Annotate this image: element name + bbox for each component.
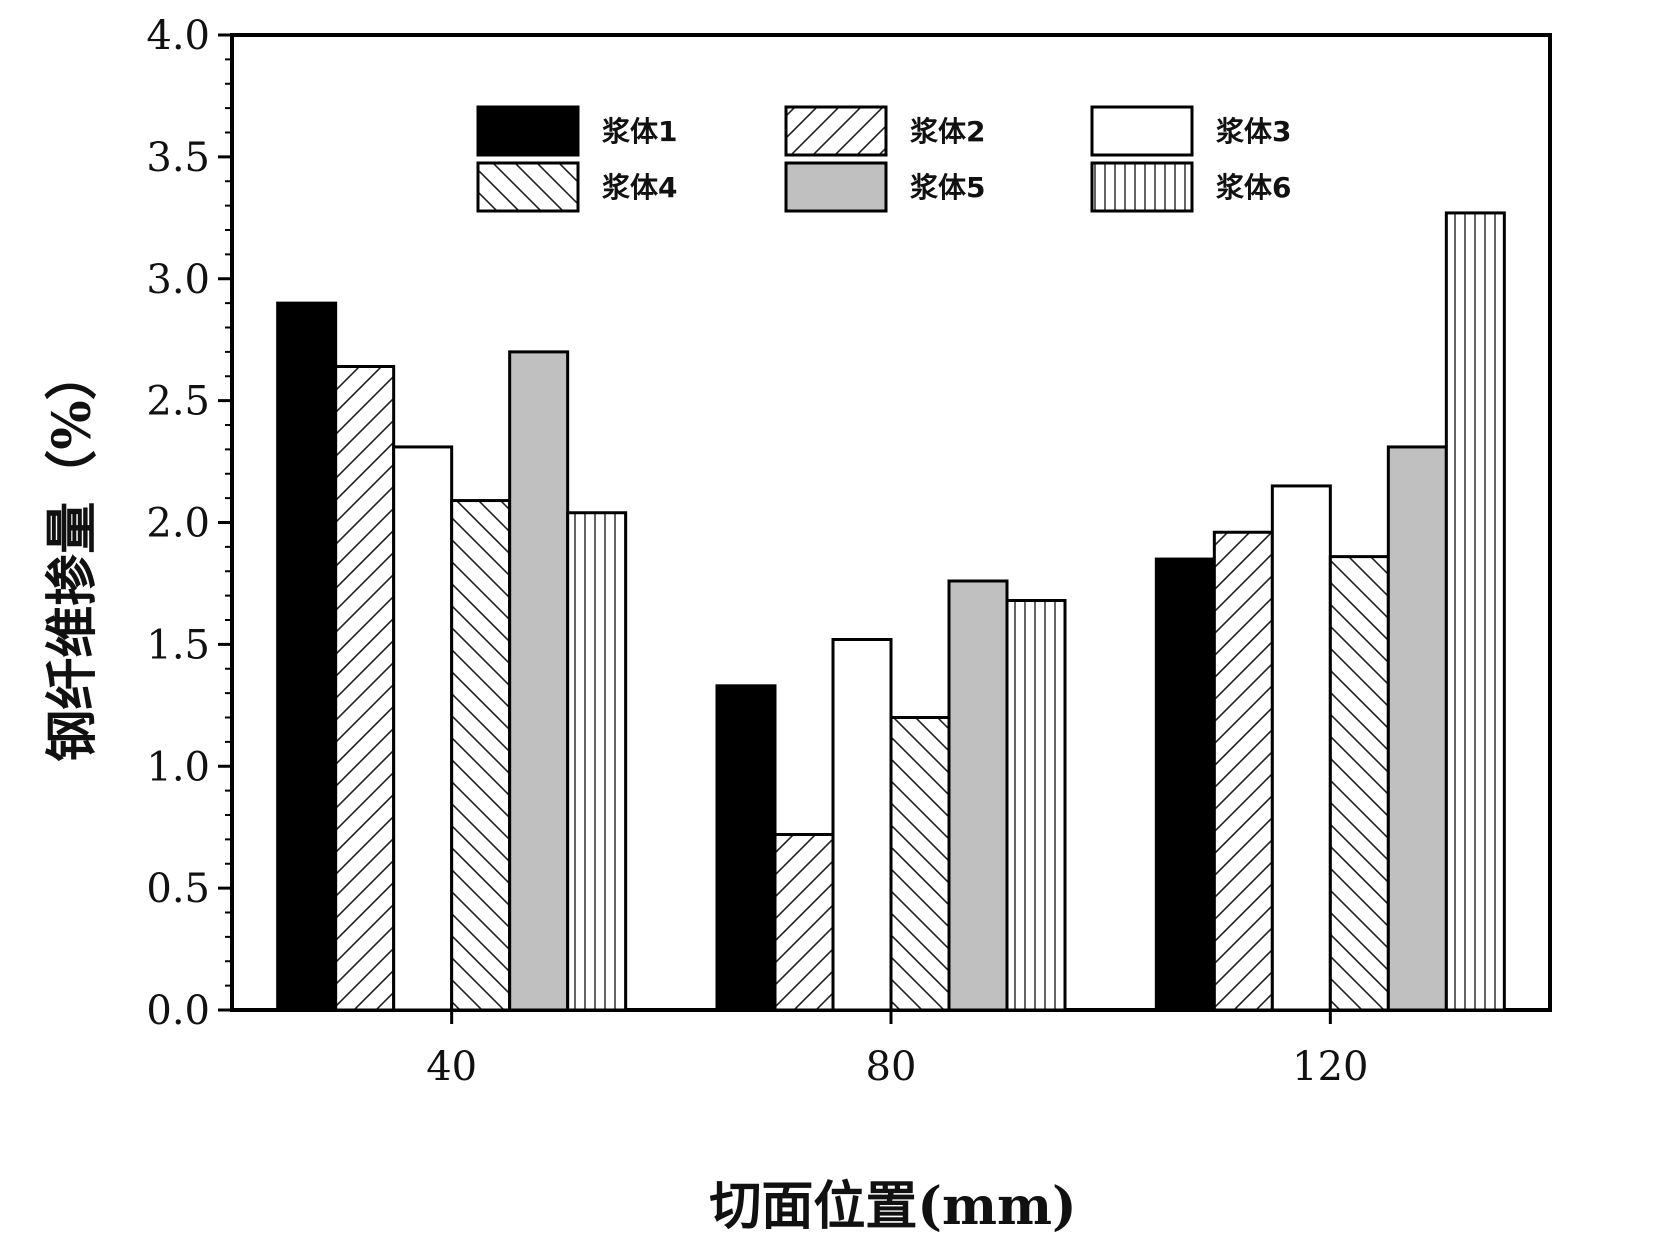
bar-6-80 (1005, 599, 1067, 1012)
bar-1-80 (715, 684, 777, 1012)
bar-4-40 (450, 499, 512, 1012)
bar-3-40 (392, 445, 454, 1012)
bar-5-80 (947, 579, 1009, 1012)
y-tick-label: 3.0 (146, 257, 210, 303)
legend-label-5: 浆体5 (910, 171, 985, 204)
y-tick-label: 0.0 (146, 988, 210, 1034)
x-tick-label: 40 (426, 1044, 477, 1090)
bar-2-120 (1212, 530, 1274, 1012)
bar-1-120 (1154, 557, 1216, 1012)
legend-swatch-2 (784, 105, 888, 157)
bars-group (276, 211, 1506, 1012)
legend-label-2: 浆体2 (910, 115, 985, 148)
bar-2-40 (334, 365, 396, 1012)
legend: 浆体1 浆体2 浆体3 浆体4 浆体5 浆体6 (476, 105, 1291, 213)
legend-swatch-3 (1090, 105, 1194, 157)
y-tick-label: 2.5 (146, 379, 210, 425)
bar-2-80 (773, 833, 835, 1012)
legend-label-1: 浆体1 (602, 115, 677, 148)
x-tick-label: 80 (866, 1044, 917, 1090)
bar-5-120 (1386, 445, 1448, 1012)
bar-1-40 (276, 301, 338, 1012)
y-tick-label: 2.0 (146, 501, 210, 547)
x-axis: 40 80 120 (426, 1010, 1369, 1090)
bar-4-80 (889, 716, 951, 1012)
legend-label-4: 浆体4 (602, 171, 677, 204)
y-tick-label: 1.5 (146, 622, 210, 668)
legend-swatch-6 (1090, 161, 1194, 213)
y-tick-label: 4.0 (146, 13, 210, 59)
legend-swatch-5 (784, 161, 888, 213)
y-axis: 0.0 0.5 1.0 1.5 2.0 2.5 3.0 3.5 4.0 (146, 13, 232, 1034)
y-tick-label: 1.0 (146, 744, 210, 790)
legend-swatch-4 (476, 161, 580, 213)
bar-5-40 (508, 350, 570, 1012)
x-axis-title: 切面位置(mm) (709, 1176, 1076, 1237)
bar-3-120 (1270, 484, 1332, 1012)
legend-label-6: 浆体6 (1216, 171, 1291, 204)
y-tick-label: 0.5 (146, 866, 210, 912)
bar-4-120 (1328, 555, 1390, 1012)
y-axis-title: 钢纤维掺量（%） (42, 348, 103, 761)
bar-6-120 (1444, 211, 1506, 1012)
bar-3-80 (831, 638, 893, 1012)
legend-swatch-1 (476, 105, 580, 157)
bar-6-40 (566, 511, 628, 1012)
legend-label-3: 浆体3 (1216, 115, 1291, 148)
y-tick-label: 3.5 (146, 135, 210, 181)
x-tick-label: 120 (1292, 1044, 1368, 1090)
